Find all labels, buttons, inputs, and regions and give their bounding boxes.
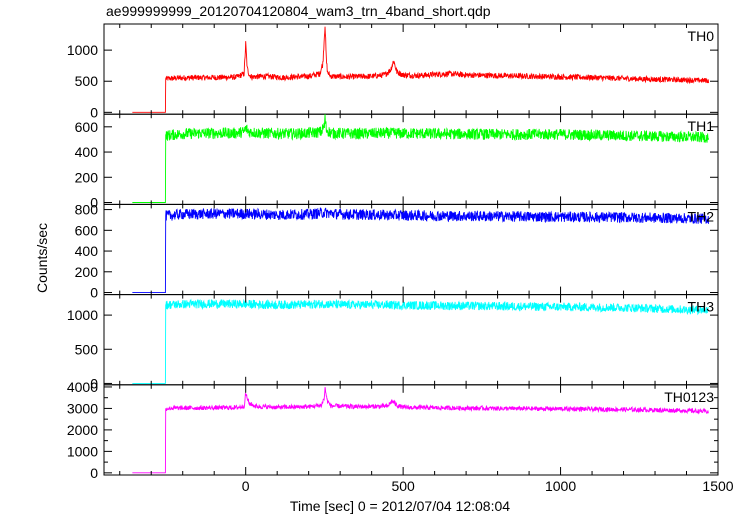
y-tick-label-th3: 1000 bbox=[67, 307, 98, 323]
x-axis-label: Time [sec] 0 = 2012/07/04 12:08:04 bbox=[290, 498, 510, 514]
y-tick-label-th2: 200 bbox=[75, 264, 99, 280]
x-tick-label: 500 bbox=[391, 478, 415, 494]
series-line-th3 bbox=[132, 298, 709, 384]
y-tick-label-th0123: 0 bbox=[90, 465, 98, 481]
y-tick-label-th0123: 1000 bbox=[67, 443, 98, 459]
y-tick-label-th0123: 2000 bbox=[67, 422, 98, 438]
y-tick-label-th0: 500 bbox=[75, 73, 99, 89]
y-axis-label: Counts/sec bbox=[34, 223, 50, 293]
panel-frame-th0 bbox=[103, 23, 719, 115]
y-tick-label-th1: 600 bbox=[75, 119, 99, 135]
y-tick-label-th3: 0 bbox=[90, 375, 98, 391]
panel-stack: TH0 0 500 1000 TH1 0 200 400 600 TH2 0 200 400 600 800… bbox=[67, 23, 734, 494]
y-tick-label-th0123: 3000 bbox=[67, 400, 98, 416]
y-tick-label-th3: 500 bbox=[75, 341, 99, 357]
x-tick-label: 0 bbox=[242, 478, 250, 494]
panel-label-th1: TH1 bbox=[688, 118, 715, 134]
series-line-th2 bbox=[132, 207, 709, 293]
panel-frame-th0123 bbox=[103, 384, 719, 476]
x-tick-label: 1000 bbox=[545, 478, 576, 494]
y-tick-label-th1: 0 bbox=[90, 195, 98, 211]
panel-label-th3: TH3 bbox=[688, 299, 715, 315]
y-tick-label-th0123: 4000 bbox=[67, 379, 98, 395]
y-tick-label-th1: 200 bbox=[75, 169, 99, 185]
chart-title: ae999999999_20120704120804_wam3_trn_4ban… bbox=[106, 3, 491, 19]
y-tick-label-th2: 800 bbox=[75, 202, 99, 218]
panel-label-th0123: TH0123 bbox=[664, 389, 714, 405]
panel-label-th2: TH2 bbox=[688, 208, 715, 224]
y-tick-label-th2: 400 bbox=[75, 243, 99, 259]
series-line-th0 bbox=[132, 26, 709, 113]
y-tick-label-th1: 400 bbox=[75, 144, 99, 160]
series-line-th1 bbox=[132, 114, 709, 203]
y-tick-label-th2: 600 bbox=[75, 222, 99, 238]
series-line-th0123 bbox=[132, 387, 709, 474]
panel-label-th0: TH0 bbox=[688, 28, 715, 44]
panel-frame-th1 bbox=[103, 113, 719, 205]
x-tick-label: 1500 bbox=[702, 478, 733, 494]
y-tick-label-th0: 0 bbox=[90, 104, 98, 120]
y-tick-label-th2: 0 bbox=[90, 285, 98, 301]
y-tick-label-th0: 1000 bbox=[67, 42, 98, 58]
